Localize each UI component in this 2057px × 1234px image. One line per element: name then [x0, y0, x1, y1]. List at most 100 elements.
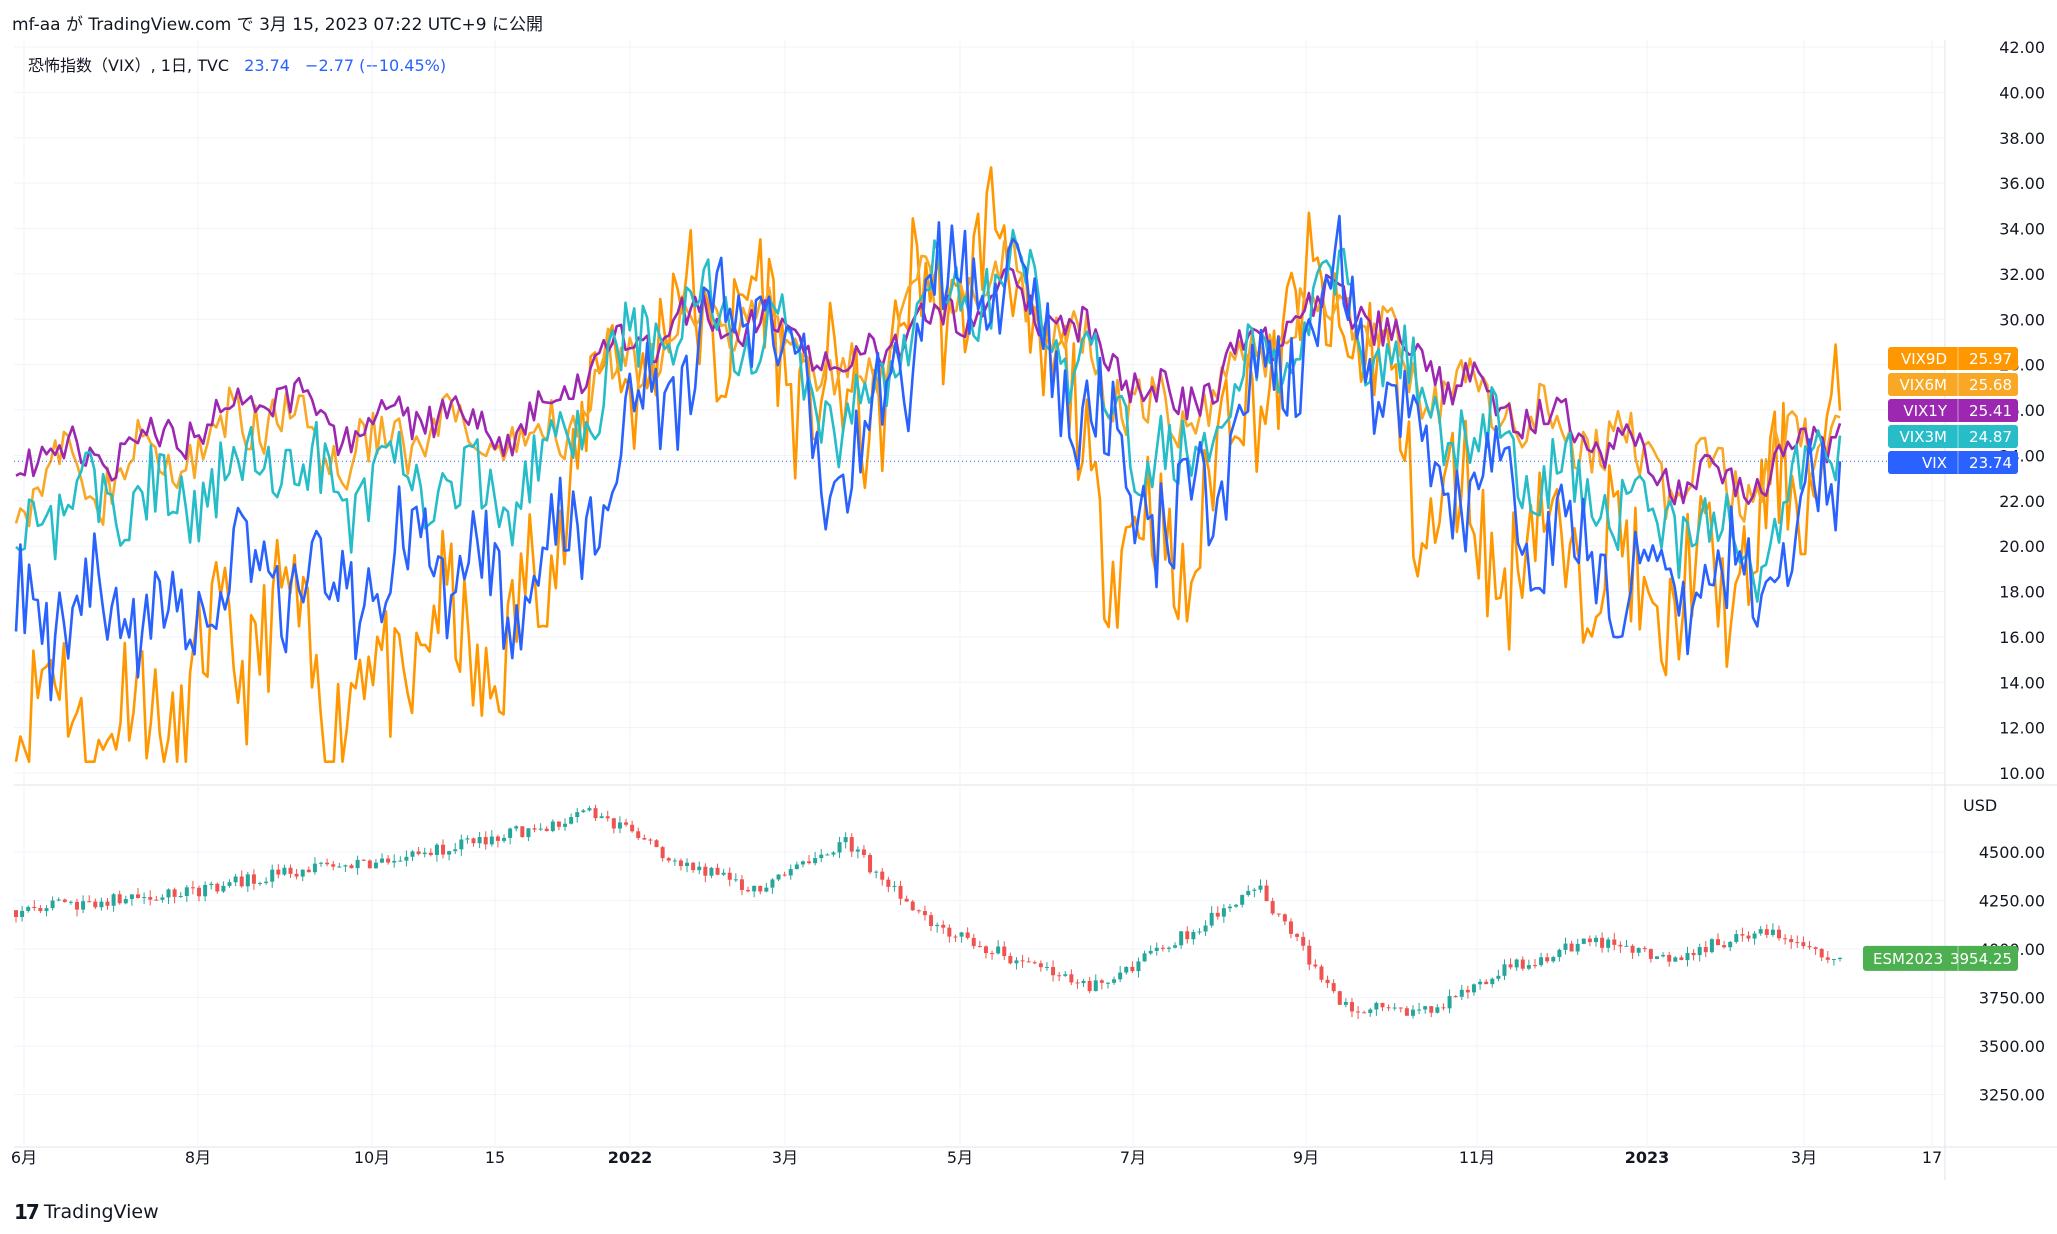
candle-body — [703, 866, 708, 876]
y-tick-label: 40.00 — [1999, 83, 2045, 102]
candle-body — [111, 894, 116, 906]
candle-body — [1441, 1007, 1446, 1009]
candle-body — [178, 895, 183, 897]
candle-body — [514, 826, 519, 829]
candle-body — [1789, 938, 1794, 943]
candle-body — [538, 828, 543, 830]
candle-body — [794, 864, 799, 870]
candle-body — [367, 860, 372, 869]
series-line-vix9d — [14, 166, 1842, 763]
candle-body — [831, 852, 836, 855]
candle-body — [1587, 938, 1592, 943]
candle-body — [245, 874, 250, 887]
candle-body — [1435, 1007, 1440, 1013]
candle-body — [752, 885, 757, 892]
candle-body — [325, 862, 330, 865]
footer-brand[interactable]: 17 TradingView — [14, 1200, 159, 1224]
candle-body — [50, 900, 55, 909]
candle-body — [1752, 933, 1757, 939]
candle-body — [87, 901, 92, 903]
candle-body — [264, 881, 269, 884]
badge-value-vix1y: 25.41 — [1969, 402, 2012, 420]
candle-body — [1270, 901, 1275, 914]
candle-body — [465, 838, 470, 840]
candle-body — [1240, 895, 1245, 905]
candle-body — [654, 840, 659, 848]
candle-body — [306, 869, 311, 873]
series-line-vix — [14, 214, 1842, 702]
candle-body — [520, 826, 525, 838]
candle-body — [1838, 957, 1842, 960]
candle-body — [941, 924, 946, 928]
candle-body — [227, 882, 232, 886]
candle-body — [1038, 963, 1043, 968]
candle-body — [611, 818, 616, 829]
candle-body — [697, 866, 702, 871]
candle-body — [221, 885, 226, 892]
badge-label-vix9d: VIX9D — [1901, 350, 1947, 368]
candle-body — [1014, 960, 1019, 964]
publish-line: mf-aa が TradingView.com で 3月 15, 2023 07… — [12, 15, 543, 35]
candle-body — [1307, 945, 1312, 965]
candle-body — [349, 865, 354, 869]
candle-body — [386, 858, 391, 863]
candle-body — [1636, 948, 1641, 953]
y-tick-label: 36.00 — [1999, 174, 2045, 193]
candle-body — [1051, 967, 1056, 976]
candle-body — [1569, 943, 1574, 952]
x-tick-label: 7月 — [1120, 1148, 1146, 1167]
candle-body — [148, 897, 153, 900]
candle-body — [587, 808, 592, 811]
candle-body — [1319, 966, 1324, 980]
candle-body — [1166, 947, 1171, 949]
candle-body — [855, 849, 860, 852]
candle-body — [868, 854, 873, 873]
badge-value-esm2023: 3954.25 — [1950, 950, 2012, 968]
candle-body — [508, 828, 513, 838]
candle-body — [416, 851, 421, 855]
candle-body — [685, 862, 690, 867]
series-line-vix1y — [15, 266, 1842, 506]
candle-body — [1447, 996, 1452, 1009]
candle-body — [1703, 947, 1708, 953]
candle-body — [880, 871, 885, 880]
candle-body — [1575, 943, 1580, 952]
candle-body — [563, 823, 568, 827]
candle-body — [502, 837, 507, 841]
candle-body — [843, 837, 848, 843]
candle-body — [636, 831, 641, 839]
candle-body — [1276, 913, 1281, 915]
candle-body — [1368, 1009, 1373, 1013]
candle-body — [1160, 947, 1165, 949]
candle-body — [117, 894, 122, 904]
candle-body — [239, 876, 244, 887]
candle-body — [233, 876, 238, 883]
candle-body — [68, 901, 73, 903]
candle-body — [1612, 939, 1617, 945]
candle-body — [660, 847, 665, 859]
candle-body — [1331, 983, 1336, 992]
candle-body — [1173, 945, 1178, 948]
candle-body — [1453, 996, 1458, 998]
candle-body — [380, 858, 385, 863]
candle-body — [1105, 982, 1110, 984]
candle-body — [75, 901, 80, 910]
badge-value-vix9d: 25.97 — [1969, 350, 2012, 368]
candle-body — [544, 828, 549, 832]
x-tick-label: 6月 — [11, 1148, 37, 1167]
candle-body — [331, 864, 336, 867]
badge-esm2023 — [1863, 945, 2018, 971]
candle-body — [1142, 953, 1147, 962]
candle-body — [203, 884, 208, 897]
candle-body — [721, 872, 726, 875]
candle-body — [1606, 939, 1611, 948]
candle-body — [922, 911, 927, 916]
candle-body — [1807, 946, 1812, 948]
series-line-vix3m — [15, 228, 1842, 603]
y-tick-label: 16.00 — [1999, 628, 2045, 647]
x-tick-label: 2022 — [608, 1148, 653, 1167]
symbol-legend[interactable]: 恐怖指数（VIX）, 1日, TVC 23.74 −2.77 (−10.45%) — [28, 52, 446, 76]
candle-body — [1118, 972, 1123, 980]
candle-body — [990, 953, 995, 955]
